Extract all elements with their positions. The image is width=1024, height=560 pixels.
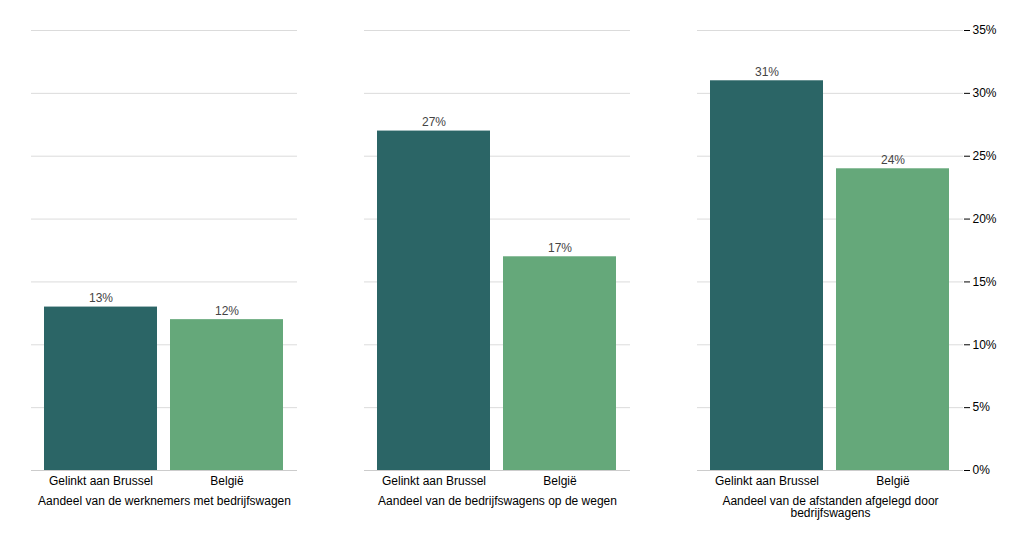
svg-text:Gelinkt aan Brussel: Gelinkt aan Brussel — [49, 474, 153, 488]
svg-text:27%: 27% — [422, 115, 446, 129]
svg-text:Aandeel van de werknemers met: Aandeel van de werknemers met bedrijfswa… — [38, 494, 291, 508]
svg-text:20%: 20% — [973, 212, 997, 226]
svg-text:30%: 30% — [973, 86, 997, 100]
svg-text:13%: 13% — [89, 291, 113, 305]
svg-text:Aandeel van de bedrijfswagens: Aandeel van de bedrijfswagens op de wege… — [378, 494, 617, 508]
svg-text:5%: 5% — [973, 400, 991, 414]
svg-text:België: België — [876, 474, 910, 488]
svg-text:17%: 17% — [548, 241, 572, 255]
svg-text:Aandeel van de afstanden afgel: Aandeel van de afstanden afgelegd doorbe… — [722, 494, 938, 520]
svg-text:31%: 31% — [755, 65, 779, 79]
svg-text:België: België — [543, 474, 577, 488]
svg-text:24%: 24% — [881, 153, 905, 167]
svg-text:10%: 10% — [973, 338, 997, 352]
svg-text:Gelinkt aan Brussel: Gelinkt aan Brussel — [382, 474, 486, 488]
svg-text:35%: 35% — [973, 23, 997, 37]
svg-text:0%: 0% — [973, 463, 991, 477]
svg-text:Gelinkt aan Brussel: Gelinkt aan Brussel — [715, 474, 819, 488]
svg-text:12%: 12% — [215, 304, 239, 318]
svg-text:België: België — [210, 474, 244, 488]
svg-text:15%: 15% — [973, 275, 997, 289]
svg-text:25%: 25% — [973, 149, 997, 163]
